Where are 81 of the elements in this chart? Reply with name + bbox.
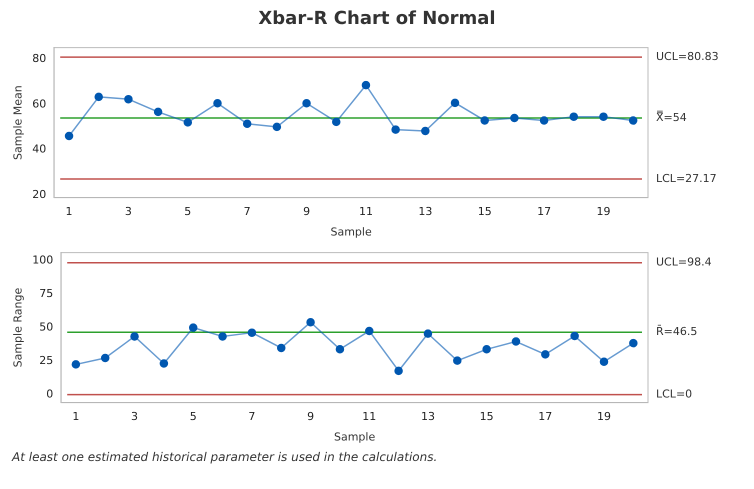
point <box>336 345 344 354</box>
x-axis-title: Sample <box>334 430 376 444</box>
point <box>188 323 198 332</box>
point <box>218 332 227 341</box>
x-tick-label: 19 <box>596 205 610 218</box>
y-tick-label: 50 <box>39 320 54 334</box>
point <box>599 112 608 121</box>
point <box>130 332 139 341</box>
point <box>391 125 400 134</box>
x-tick-label: 15 <box>478 205 492 218</box>
x-tick-label: 3 <box>124 205 132 218</box>
y-axis-title: Sample Range <box>11 288 24 368</box>
point <box>424 329 432 338</box>
ref-line-label: LCL=0 <box>656 387 692 400</box>
y-tick-label: 40 <box>32 142 46 156</box>
point <box>242 119 252 128</box>
x-tick-label: 9 <box>303 205 310 218</box>
x-tick-label: 17 <box>537 205 552 218</box>
x-tick-label: 7 <box>244 205 251 218</box>
y-tick-label: 25 <box>39 354 54 367</box>
x-tick-label: 3 <box>131 410 138 424</box>
x-tick-label: 11 <box>362 410 376 424</box>
point <box>394 366 403 376</box>
point <box>482 345 491 354</box>
point <box>213 99 222 108</box>
point <box>570 332 579 340</box>
point <box>306 318 315 326</box>
point <box>540 116 548 125</box>
x-tick-label: 1 <box>66 205 73 218</box>
y-axis-title: Sample Mean <box>11 85 24 160</box>
x-axis-title: Sample <box>330 225 372 238</box>
x-tick-label: 19 <box>596 410 611 424</box>
x-tick-label: 9 <box>307 410 314 424</box>
point <box>94 92 103 102</box>
point <box>154 108 162 116</box>
x-tick-label: 15 <box>480 410 494 424</box>
point <box>160 359 168 368</box>
point <box>480 116 489 125</box>
point <box>450 98 460 108</box>
point <box>362 80 370 90</box>
ref-line-label: UCL=98.4 <box>656 256 712 269</box>
y-tick-label: 20 <box>32 188 46 202</box>
y-tick-label: 75 <box>39 286 54 300</box>
point <box>570 112 578 121</box>
ref-line-label: X̿=54 <box>656 110 687 124</box>
x-tick-label: 17 <box>538 410 552 424</box>
point <box>100 354 110 362</box>
point <box>277 344 286 352</box>
text: At least one estimated historical parameter is used in the calculations. <box>10 449 438 466</box>
point <box>541 350 550 359</box>
point <box>124 94 133 104</box>
point <box>629 338 638 348</box>
point <box>453 356 462 365</box>
y-tick-label: 100 <box>32 253 54 266</box>
point <box>184 118 192 127</box>
point <box>248 328 256 337</box>
y-tick-label: 0 <box>46 387 54 400</box>
x-tick-label: 1 <box>72 410 80 424</box>
x-tick-label: 13 <box>418 205 432 218</box>
point <box>421 126 430 136</box>
point <box>272 122 282 132</box>
ref-line-label: R̄=46.5 <box>656 324 698 338</box>
x-tick-label: 5 <box>190 410 197 424</box>
point <box>365 326 374 336</box>
point <box>64 132 74 140</box>
x-tick-label: 11 <box>358 205 373 218</box>
y-tick-label: 80 <box>32 52 46 65</box>
point <box>512 337 520 346</box>
point <box>302 99 311 108</box>
x-tick-label: 5 <box>184 205 192 218</box>
point <box>628 116 638 125</box>
point <box>600 358 608 366</box>
x-tick-label: 13 <box>420 410 435 424</box>
ref-line-label: LCL=27.17 <box>656 172 717 185</box>
ref-line-label: UCL=80.83 <box>656 50 719 63</box>
point <box>332 118 341 126</box>
point <box>510 114 519 122</box>
x-tick-label: 7 <box>248 410 256 424</box>
chart-title: Xbar-R Chart of Normal <box>257 8 497 31</box>
point <box>72 360 80 369</box>
y-tick-label: 60 <box>32 97 46 110</box>
